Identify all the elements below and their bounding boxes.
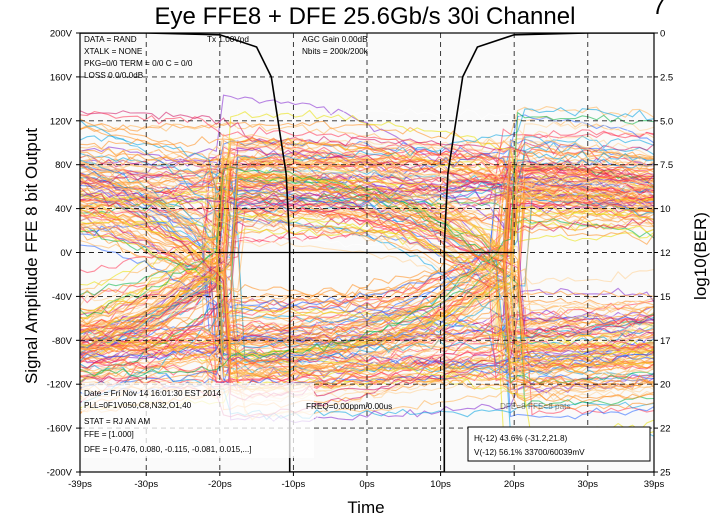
x-tick-label: 0ps: [359, 479, 375, 490]
y-tick-label: 160V: [50, 72, 73, 83]
x-tick-label: 30ps: [577, 479, 598, 490]
chart-title: Eye FFE8 + DFE 25.6Gb/s 30i Channel: [155, 3, 576, 30]
y-tick-label: 40V: [55, 204, 73, 215]
x-tick-label: 39ps: [644, 479, 665, 490]
eye-trace: [80, 125, 654, 372]
y2-tick-label: 15: [660, 292, 671, 303]
y-ticks: 200V 160V 120V 80V 40V 0V -40V -80V -120V -160V -2…: [47, 29, 80, 479]
y2-tick-label: 12: [660, 248, 671, 259]
y-tick-label: -200V: [47, 468, 73, 479]
y2-tick-label: 7.5: [660, 160, 673, 171]
y2-ticks: 0 2.5 5.0 7.5 10 12 15 17 20 22 25: [654, 29, 673, 479]
y2-tick-label: 25: [660, 468, 671, 479]
annotation-pkg: PKG=0/0 TERM = 0/0 C = 0/0: [84, 59, 193, 68]
corner-mark: 7: [652, 0, 665, 20]
y-tick-label: -80V: [52, 336, 73, 347]
annotation-tx: Tx 1.00Vpd: [207, 35, 249, 44]
x-axis-label: Time: [347, 498, 384, 514]
eye-trace: [80, 173, 654, 346]
y2-axis-label: log10(BER): [691, 212, 710, 300]
y2-tick-label: 17: [660, 336, 671, 347]
x-ticks: -39ps -30ps -20ps -10ps 0ps 10ps 20ps 30ps 39ps: [68, 472, 665, 490]
y-tick-label: -40V: [52, 292, 73, 303]
y2-tick-label: 22: [660, 424, 671, 435]
eye-measure-box-frame: [467, 426, 651, 462]
annotation-pll: PLL=0F1V050,C8,N32,O1,40: [84, 401, 192, 410]
eye-trace: [80, 316, 654, 360]
x-tick-label: 20ps: [504, 479, 525, 490]
eye-trace: [80, 129, 654, 202]
eye-measure-box: H(-12) 43.6% (-31.2,21.8) V(-12) 56.1% 3…: [467, 426, 651, 462]
y2-tick-label: 5.0: [660, 116, 673, 127]
y-tick-label: 0V: [60, 248, 72, 259]
annotation-bottom-left-bg: [82, 383, 314, 458]
y-tick-label: -120V: [47, 380, 73, 391]
y2-tick-label: 20: [660, 380, 671, 391]
eye-trace: [80, 165, 654, 403]
bathtub-line: [80, 33, 654, 472]
x-tick-label: -39ps: [68, 479, 92, 490]
annotation-freq: FREQ=0.00ppm/0.00us: [306, 402, 392, 411]
eye-measure-vertical: V(-12) 56.1% 33700/60039mV: [474, 448, 585, 457]
eye-trace: [80, 299, 654, 379]
x-tick-label: -20ps: [208, 479, 232, 490]
y2-tick-label: 2.5: [660, 72, 673, 83]
eye-trace: [80, 145, 654, 397]
annotation-data: DATA = RAND: [84, 35, 137, 44]
eye-trace: [80, 237, 654, 344]
annotation-ffe: FFE = [1.000]: [84, 430, 134, 439]
eye-trace: [80, 169, 654, 391]
annotation-top-left: DATA = RAND XTALK = NONE PKG=0/0 TERM = …: [84, 35, 193, 80]
bathtub-curve: [80, 33, 654, 472]
annotation-bottom-right-partial: DFE=8 FFE=8 pats: [500, 402, 571, 411]
annotation-nbits: Nbits = 200k/200k: [302, 47, 369, 56]
eye-trace: [80, 244, 654, 391]
annotation-loss: LOSS 0.0/0.0dB: [84, 71, 144, 80]
annotation-dfe: DFE = [-0.476, 0.080, -0.115, -0.081, 0.…: [84, 445, 252, 454]
eye-trace: [80, 150, 654, 215]
eye-trace: [80, 186, 654, 401]
eye-trace: [80, 196, 654, 386]
annotation-stat: STAT = RJ AN AM: [84, 417, 150, 426]
eye-trace: [80, 133, 654, 385]
y-tick-label: -160V: [47, 424, 73, 435]
annotation-bottom-left: Date = Fri Nov 14 16:01:30 EST 2014 PLL=…: [82, 383, 314, 458]
grid-lines: [80, 33, 654, 472]
y-axis-label: Signal Amplitude FFE 8 bit Output: [22, 128, 41, 384]
eye-trace: [80, 137, 654, 313]
y-tick-label: 120V: [50, 116, 73, 127]
y2-tick-label: 0: [660, 29, 665, 40]
annotation-date: Date = Fri Nov 14 16:01:30 EST 2014: [84, 389, 222, 398]
eye-trace: [80, 110, 654, 180]
eye-trace: [80, 111, 654, 202]
annotation-agc: AGC Gain 0.00dB: [302, 35, 368, 44]
x-tick-label: -10ps: [282, 479, 306, 490]
eye-trace: [80, 94, 654, 360]
eye-measure-horizontal: H(-12) 43.6% (-31.2,21.8): [474, 434, 568, 443]
annotation-xtalk: XTALK = NONE: [84, 47, 143, 56]
y-tick-label: 200V: [50, 29, 73, 40]
eye-trace: [80, 174, 654, 357]
eye-trace: [80, 177, 654, 386]
x-tick-label: -30ps: [134, 479, 158, 490]
y-tick-label: 80V: [55, 160, 73, 171]
eye-trace: [80, 136, 654, 246]
y2-tick-label: 10: [660, 204, 671, 215]
eye-trace: [80, 159, 654, 352]
x-tick-label: 10ps: [430, 479, 451, 490]
eye-trace: [80, 351, 654, 390]
